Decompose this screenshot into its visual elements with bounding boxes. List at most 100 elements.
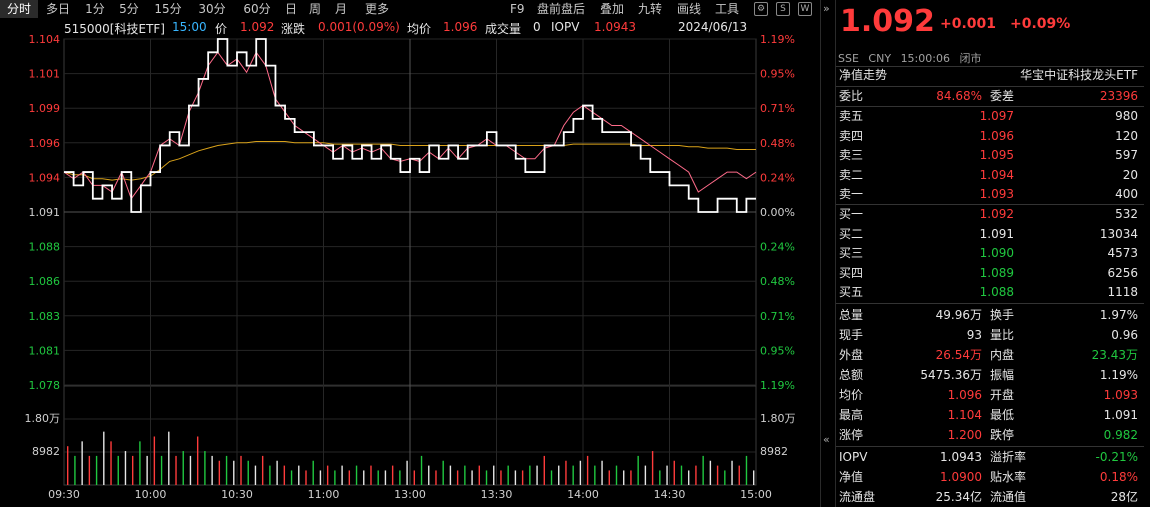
header-time: 15:00	[172, 20, 207, 34]
stat-value: 0.18%	[1099, 470, 1138, 484]
chevron-right-icon[interactable]: »	[823, 2, 830, 15]
change-label: 涨跌	[281, 22, 306, 36]
stat-row: 总量 49.96万 换手 1.97%	[836, 306, 1140, 325]
tab-60min[interactable]: 60分	[243, 2, 271, 16]
price-change-pct: +0.09%	[1010, 16, 1071, 32]
stat-value: 25.34亿	[935, 490, 982, 504]
volume-bar	[608, 470, 610, 485]
price-tick-label: 1.086	[29, 275, 61, 288]
stat-value: 5475.36万	[920, 368, 982, 382]
tab-multi-day[interactable]: 多日	[45, 2, 70, 16]
wc-value: 23396	[1099, 89, 1138, 103]
divider-line	[836, 86, 1144, 87]
tools-button[interactable]: 工具	[715, 2, 740, 16]
ask-label: 卖三	[839, 148, 864, 162]
bid-volume: 532	[1115, 207, 1138, 221]
bid-row[interactable]: 买一 1.092 532	[836, 205, 1140, 224]
subscript-icon[interactable]: S	[776, 2, 790, 16]
weighted-icon[interactable]: W	[798, 2, 812, 16]
volume-bar	[247, 460, 249, 485]
tab-15min[interactable]: 15分	[154, 2, 182, 16]
chevron-left-icon[interactable]: «	[823, 433, 830, 446]
stat-label: 流通盘	[839, 490, 876, 504]
volume-bar	[326, 465, 329, 485]
tab-more[interactable]: 更多	[364, 2, 389, 16]
stat-label: 贴水率	[990, 470, 1027, 484]
tab-week[interactable]: 周	[308, 2, 321, 16]
volume-bar	[95, 455, 98, 485]
tab-intraday[interactable]: 分时	[0, 0, 38, 18]
tab-day[interactable]: 日	[284, 2, 297, 16]
volume-bar	[88, 455, 91, 485]
bid-row[interactable]: 买二 1.091 13034	[836, 225, 1140, 244]
bid-label: 买一	[839, 207, 864, 221]
stat-label: 跌停	[990, 428, 1015, 442]
stat-label: 内盘	[990, 348, 1015, 362]
volume-bar	[160, 455, 163, 485]
volume-bar	[370, 465, 372, 485]
nine-turn-button[interactable]: 九转	[638, 2, 663, 16]
time-tick-label: 13:00	[394, 488, 426, 501]
bid-row[interactable]: 买五 1.088 1118	[836, 283, 1140, 302]
volume-bar	[81, 441, 83, 485]
bid-row[interactable]: 买四 1.089 6256	[836, 264, 1140, 283]
stat-value: 23.43万	[1091, 348, 1138, 362]
intraday-chart[interactable]: 1.104 1.101 1.099 1.096 1.094 1.091 1.088 1.086…	[0, 18, 820, 507]
ask-row[interactable]: 卖一 1.093 400	[836, 185, 1140, 204]
volume-bar	[558, 465, 560, 485]
volume-bar	[724, 470, 726, 485]
time-tick-label: 10:00	[135, 488, 167, 501]
tab-30min[interactable]: 30分	[198, 2, 226, 16]
market-info: SSE CNY 15:00:06 闭市	[838, 50, 987, 66]
bid-price: 1.089	[979, 265, 1014, 280]
settings-icon[interactable]: ⚙	[754, 2, 768, 16]
tab-1min[interactable]: 1分	[85, 2, 105, 16]
price-tick-label: 1.081	[29, 344, 61, 357]
volume-bar	[298, 465, 300, 485]
ask-row[interactable]: 卖五 1.097 980	[836, 107, 1140, 126]
tab-5min[interactable]: 5分	[119, 2, 139, 16]
ask-row[interactable]: 卖四 1.096 120	[836, 127, 1140, 146]
ask-row[interactable]: 卖三 1.095 597	[836, 146, 1140, 165]
draw-line-button[interactable]: 画线	[677, 2, 702, 16]
price-tick-label: 1.094	[29, 171, 61, 184]
ask-price: 1.095	[979, 148, 1014, 162]
last-price: 1.092	[840, 4, 935, 39]
time-tick-label: 09:30	[48, 488, 80, 501]
tab-month[interactable]: 月	[334, 2, 347, 16]
ask-price: 1.096	[979, 128, 1014, 143]
price-line	[64, 38, 756, 213]
volume-bar	[536, 465, 538, 485]
period-toolbar: 分时 多日 1分 5分 15分 30分 60分 日 周 月 更多 F9 盘前盘后…	[0, 0, 820, 18]
pre-post-market-button[interactable]: 盘前盘后	[537, 2, 586, 16]
volume-bar	[189, 455, 192, 485]
volume-bar	[572, 465, 574, 485]
bid-row[interactable]: 买三 1.090 4573	[836, 244, 1140, 263]
volume-bar	[688, 470, 690, 485]
nav-row[interactable]: 净值走势 华宝中证科技龙头ETF	[836, 66, 1140, 85]
volume-bar	[399, 470, 401, 485]
pct-tick-label: 0.71%	[760, 102, 795, 115]
ask-row[interactable]: 卖二 1.094 20	[836, 166, 1140, 185]
quote-time: 15:00:06	[900, 52, 950, 65]
volume-tick-label: 8982	[32, 445, 60, 458]
pct-tick-label: 1.19%	[760, 379, 795, 392]
panel-divider[interactable]: » «	[820, 0, 836, 507]
bid-label: 买五	[839, 285, 864, 299]
volume-bar	[673, 460, 675, 485]
overlay-button[interactable]: 叠加	[600, 2, 625, 16]
stat-label: 最低	[990, 408, 1015, 422]
volume-bar	[666, 465, 668, 485]
volume-bar	[334, 470, 336, 485]
stat-value: 28亿	[1110, 490, 1138, 504]
volume-tick-label: 1.80万	[25, 412, 61, 425]
volume-tick-label: 1.80万	[760, 412, 796, 425]
stat-value: 1.0900	[940, 470, 982, 484]
f9-button[interactable]: F9	[510, 2, 525, 16]
volume-bar	[615, 465, 618, 485]
header-price: 1.092	[240, 20, 275, 34]
nav-trend-link[interactable]: 净值走势	[839, 68, 888, 82]
stat-row: 总额 5475.36万 振幅 1.19%	[836, 366, 1140, 385]
pct-tick-label: 0.48%	[760, 275, 795, 288]
volume-bar	[550, 470, 553, 485]
